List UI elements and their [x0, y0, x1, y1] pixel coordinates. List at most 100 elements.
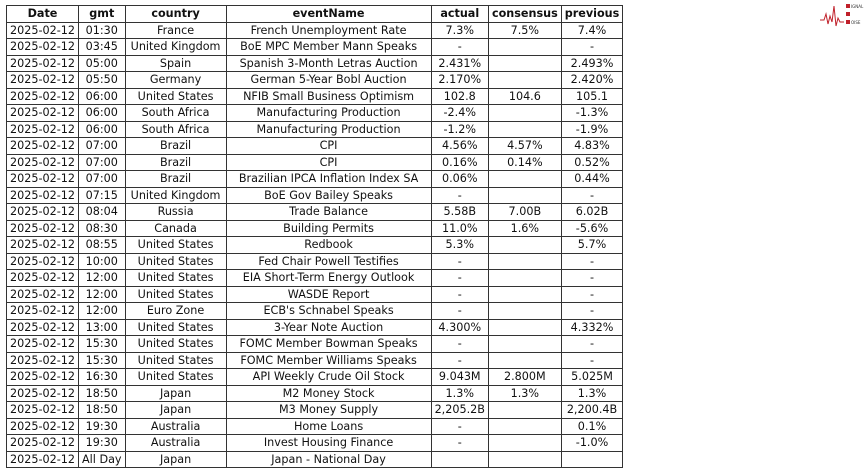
cell-actual: 1.3% — [430, 384, 489, 402]
cell-consensus — [487, 302, 562, 320]
cell-event-name: French Unemployment Rate — [225, 21, 432, 39]
cell-actual: 4.300% — [430, 318, 489, 336]
table-row: 2025-02-12 08:55 United States Redbook 5.3% 5… — [5, 236, 624, 254]
cell-gmt: 08:04 — [78, 203, 126, 221]
cell-date: 2025-02-12 — [5, 71, 80, 89]
table-row: 2025-02-12 08:04 Russia Trade Balance 5.58B 7… — [5, 203, 624, 221]
cell-previous: - — [560, 351, 624, 369]
cell-country: Japan — [124, 450, 227, 468]
cell-previous: - — [560, 302, 624, 320]
cell-previous: -1.0% — [560, 434, 624, 452]
cell-date: 2025-02-12 — [5, 87, 80, 105]
cell-event-name: BoE Gov Bailey Speaks — [225, 186, 432, 204]
cell-consensus: 2.800M — [487, 368, 562, 386]
cell-actual — [430, 450, 489, 468]
cell-actual: - — [430, 38, 489, 56]
cell-date: 2025-02-12 — [5, 335, 80, 353]
cell-actual: 2.431% — [430, 54, 489, 72]
cell-gmt: 07:15 — [78, 186, 126, 204]
cell-previous: - — [560, 335, 624, 353]
cell-actual: - — [430, 285, 489, 303]
cell-event-name: API Weekly Crude Oil Stock — [225, 368, 432, 386]
cell-gmt: 03:45 — [78, 38, 126, 56]
cell-previous: 5.7% — [560, 236, 624, 254]
cell-previous: - — [560, 186, 624, 204]
cell-previous: 2.420% — [560, 71, 624, 89]
cell-event-name: Spanish 3-Month Letras Auction — [225, 54, 432, 72]
cell-actual: 9.043M — [430, 368, 489, 386]
cell-date: 2025-02-12 — [5, 384, 80, 402]
cell-previous: 4.83% — [560, 137, 624, 155]
table-row: 2025-02-12 19:30 Australia Home Loans - 0.1% — [5, 417, 624, 435]
column-header-previous: previous — [560, 5, 624, 23]
cell-date: 2025-02-12 — [5, 186, 80, 204]
cell-event-name: WASDE Report — [225, 285, 432, 303]
cell-previous: 2.493% — [560, 54, 624, 72]
cell-consensus — [487, 38, 562, 56]
cell-date: 2025-02-12 — [5, 236, 80, 254]
table-row: 2025-02-12 07:15 United Kingdom BoE Gov Bai… — [5, 186, 624, 204]
cell-previous: - — [560, 38, 624, 56]
cell-country: United States — [124, 351, 227, 369]
economic-calendar-table: Date gmt country eventName actual consensus pr… — [5, 5, 624, 468]
cell-actual: 5.58B — [430, 203, 489, 221]
table-row: 2025-02-12 12:00 United States WASDE Report… — [5, 285, 624, 303]
cell-event-name: 3-Year Note Auction — [225, 318, 432, 336]
cell-date: 2025-02-12 — [5, 368, 80, 386]
cell-consensus: 0.14% — [487, 153, 562, 171]
cell-event-name: FOMC Member Bowman Speaks — [225, 335, 432, 353]
cell-event-name: Brazilian IPCA Inflation Index SA — [225, 170, 432, 188]
cell-date: 2025-02-12 — [5, 351, 80, 369]
cell-country: Euro Zone — [124, 302, 227, 320]
table-row: 2025-02-12 07:00 Brazil Brazilian IPCA Infl… — [5, 170, 624, 188]
cell-event-name: CPI — [225, 153, 432, 171]
table-row: 2025-02-12 05:00 Spain Spanish 3-Month Letr… — [5, 54, 624, 72]
cell-actual: 2.170% — [430, 71, 489, 89]
table-row: 2025-02-12 All Day Japan Japan - National D… — [5, 450, 624, 468]
cell-gmt: 07:00 — [78, 170, 126, 188]
table-row: 2025-02-12 12:00 United States EIA Short-Te… — [5, 269, 624, 287]
cell-consensus — [487, 269, 562, 287]
cell-gmt: 06:00 — [78, 87, 126, 105]
cell-country: Japan — [124, 401, 227, 419]
cell-consensus: 1.6% — [487, 219, 562, 237]
cell-event-name: CPI — [225, 137, 432, 155]
cell-previous: 1.3% — [560, 384, 624, 402]
cell-consensus — [487, 450, 562, 468]
cell-date: 2025-02-12 — [5, 269, 80, 287]
cell-event-name: FOMC Member Williams Speaks — [225, 351, 432, 369]
table-row: 2025-02-12 15:30 United States FOMC Member … — [5, 351, 624, 369]
cell-date: 2025-02-12 — [5, 120, 80, 138]
cell-country: United States — [124, 285, 227, 303]
cell-gmt: 10:00 — [78, 252, 126, 270]
cell-date: 2025-02-12 — [5, 302, 80, 320]
column-header-consensus: consensus — [487, 5, 562, 23]
cell-previous: 105.1 — [560, 87, 624, 105]
column-header-gmt: gmt — [78, 5, 126, 23]
cell-gmt: 07:00 — [78, 153, 126, 171]
cell-date: 2025-02-12 — [5, 417, 80, 435]
cell-consensus — [487, 335, 562, 353]
cell-date: 2025-02-12 — [5, 137, 80, 155]
cell-country: United States — [124, 252, 227, 270]
cell-previous: - — [560, 269, 624, 287]
cell-country: France — [124, 21, 227, 39]
cell-event-name: BoE MPC Member Mann Speaks — [225, 38, 432, 56]
cell-actual: - — [430, 269, 489, 287]
cell-country: Brazil — [124, 153, 227, 171]
table-row: 2025-02-12 15:30 United States FOMC Member … — [5, 335, 624, 353]
cell-actual: 11.0% — [430, 219, 489, 237]
cell-consensus: 7.5% — [487, 21, 562, 39]
cell-actual: 2,205.2B — [430, 401, 489, 419]
table-row: 2025-02-12 18:50 Japan M2 Money Stock 1.3% 1.… — [5, 384, 624, 402]
cell-country: United States — [124, 335, 227, 353]
cell-actual: - — [430, 351, 489, 369]
cell-consensus — [487, 120, 562, 138]
cell-previous — [560, 450, 624, 468]
cell-consensus: 4.57% — [487, 137, 562, 155]
cell-previous: 2,200.4B — [560, 401, 624, 419]
cell-country: United States — [124, 269, 227, 287]
cell-gmt: 07:00 — [78, 137, 126, 155]
cell-actual: -2.4% — [430, 104, 489, 122]
cell-country: Australia — [124, 417, 227, 435]
